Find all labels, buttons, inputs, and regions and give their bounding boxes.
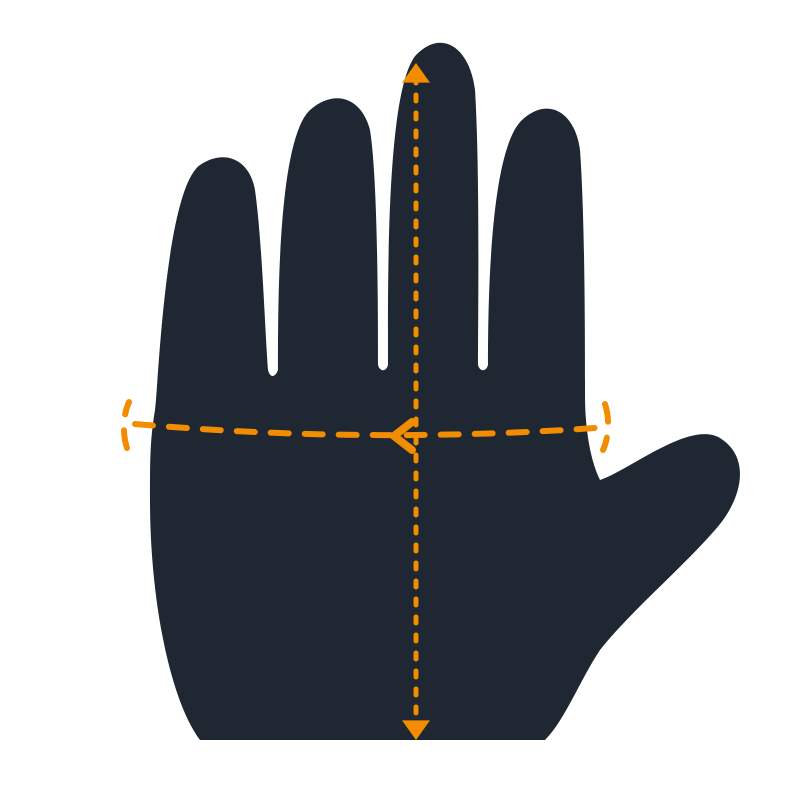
hand-measurement-diagram — [0, 0, 800, 798]
